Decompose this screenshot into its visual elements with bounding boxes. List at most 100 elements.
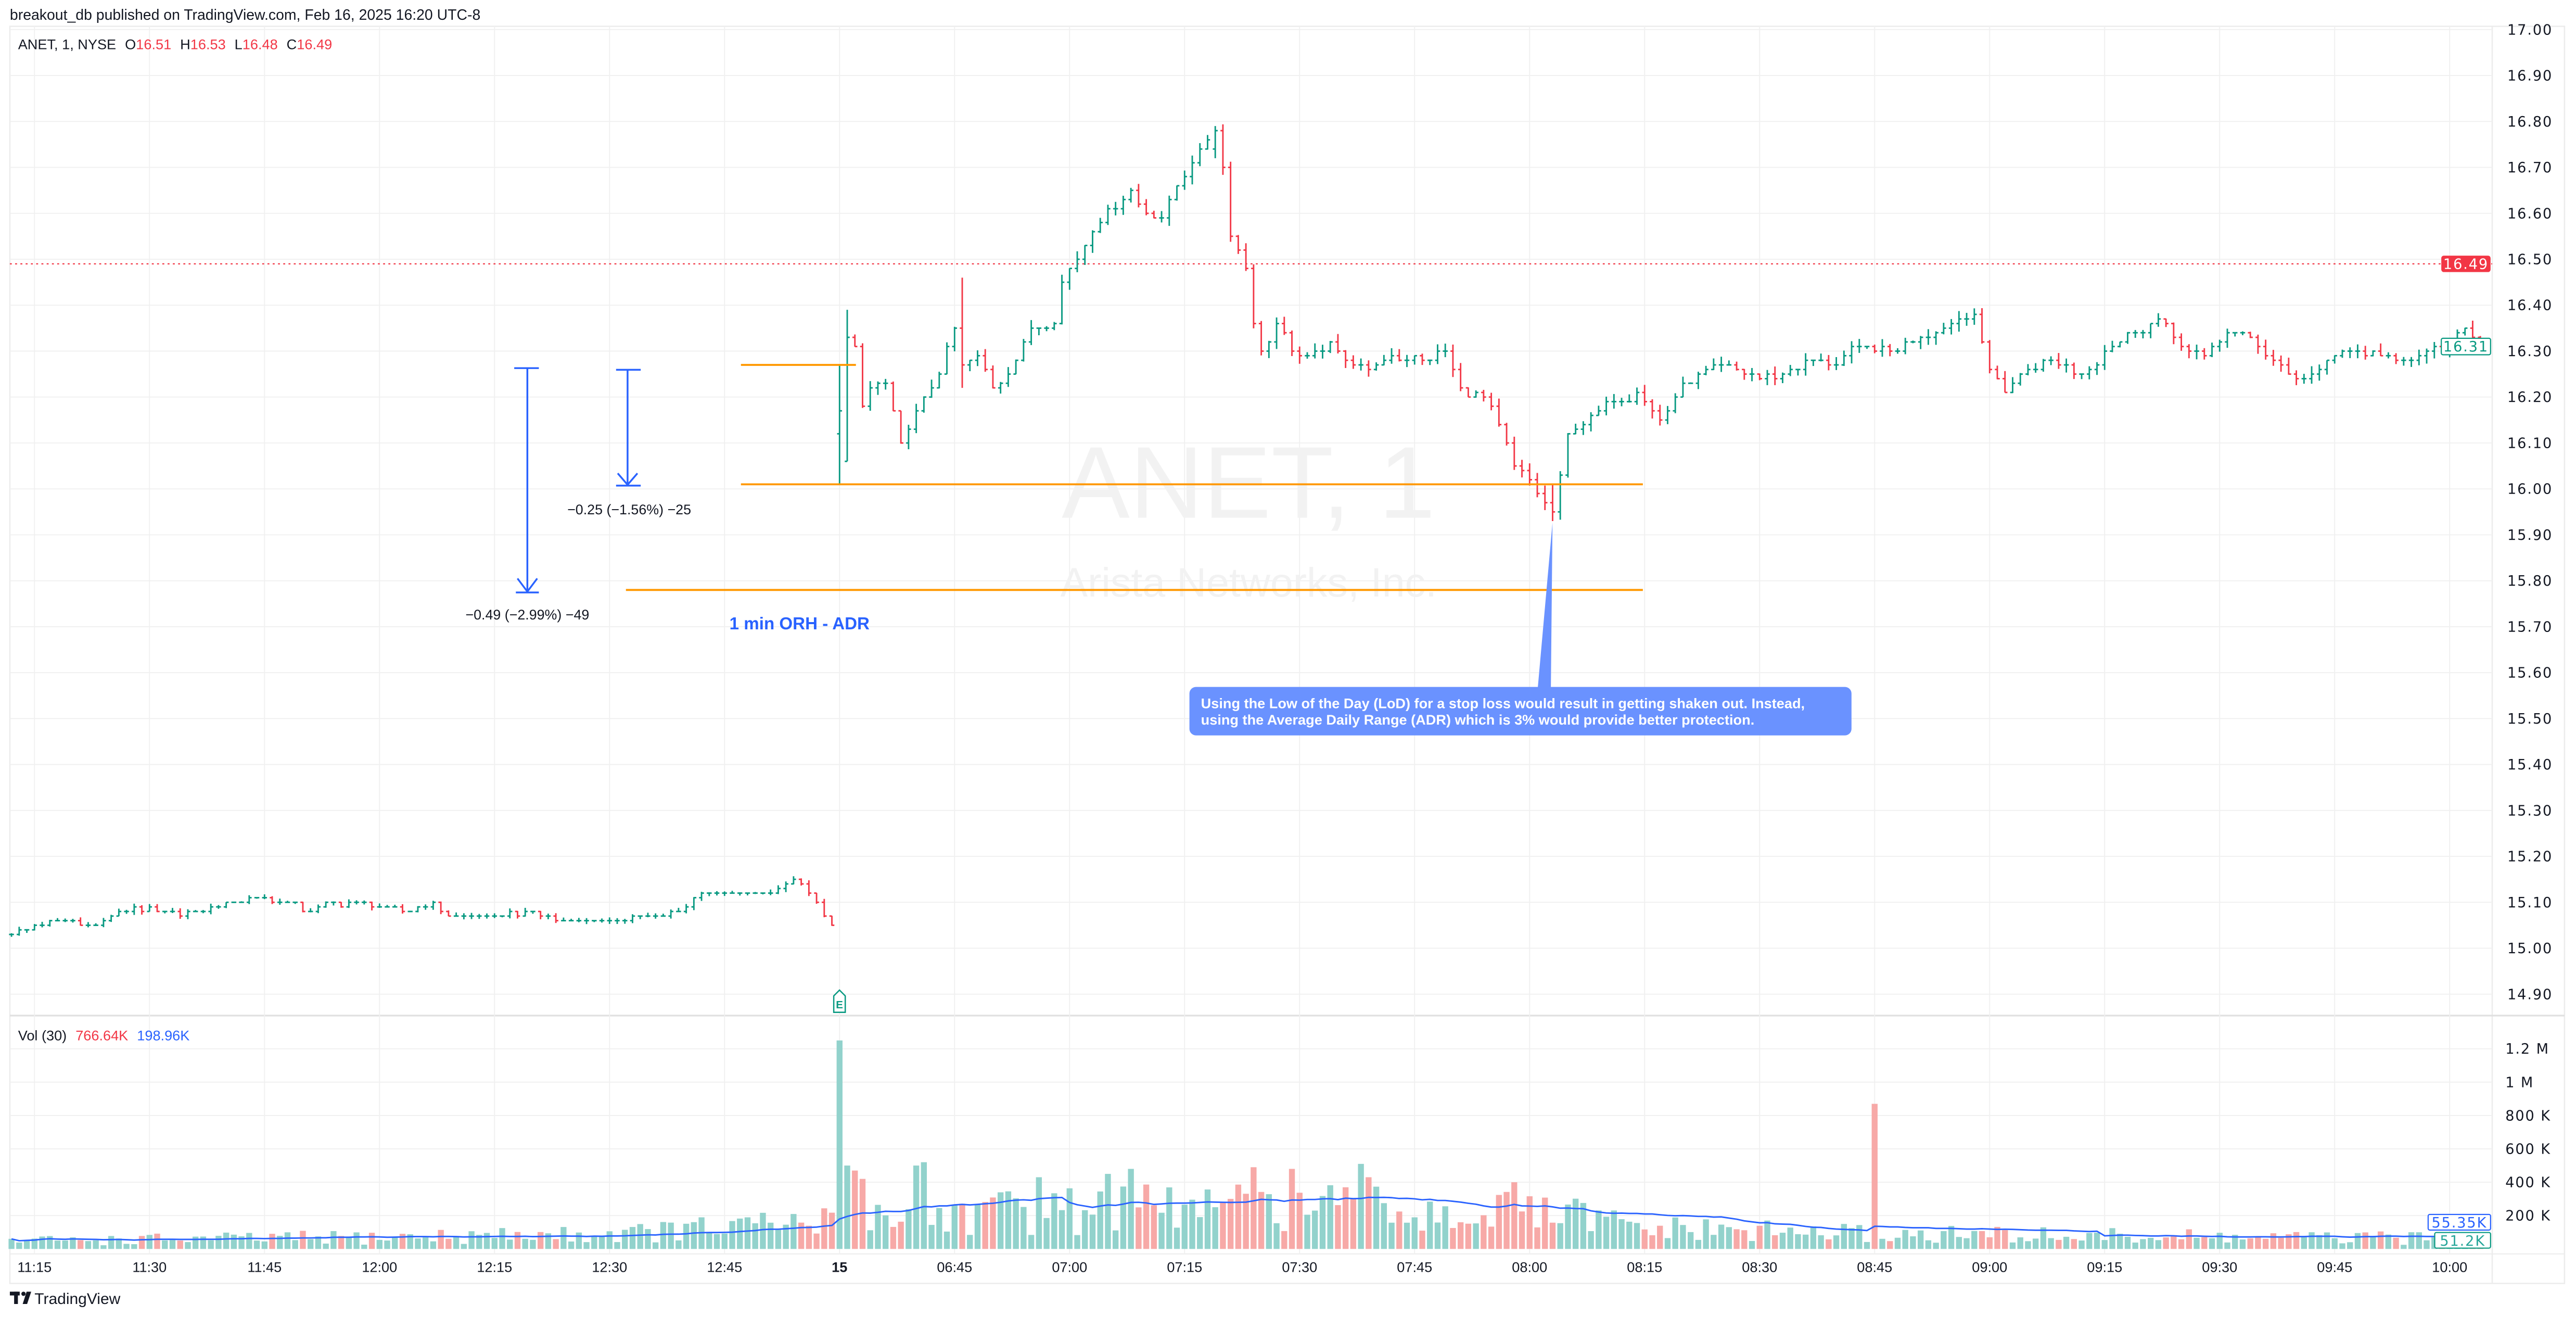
volume-bar xyxy=(1204,1189,1211,1249)
ohlc-bar xyxy=(270,896,275,904)
volume-bar xyxy=(2101,1240,2108,1249)
volume-bar xyxy=(146,1235,152,1249)
ohlc-bar xyxy=(193,910,198,913)
ohlc-bar xyxy=(722,891,728,896)
volume-bar xyxy=(706,1233,712,1249)
volume-bar xyxy=(982,1202,988,1249)
ohlc-bar xyxy=(1772,366,1778,385)
ohlc-bar xyxy=(1964,313,1969,326)
price-tick-label: 14.90 xyxy=(2507,986,2553,1003)
ohlc-bar xyxy=(415,906,420,913)
volume-bar xyxy=(438,1230,444,1249)
ohlc-bar xyxy=(177,908,183,919)
volume-bar xyxy=(1833,1235,1840,1249)
volume-bar xyxy=(1235,1184,1242,1249)
ohlc-bar xyxy=(1450,344,1456,377)
volume-bar xyxy=(1534,1227,1540,1249)
volume-bar xyxy=(1089,1214,1096,1249)
volume-bar xyxy=(1273,1223,1280,1249)
ohlc-bar xyxy=(32,924,37,931)
ohlc-bar xyxy=(2317,364,2322,381)
ohlc-bar xyxy=(461,913,467,920)
volume-bar xyxy=(560,1227,567,1249)
legend-high-label: H xyxy=(180,36,190,53)
time-tick-label: 08:30 xyxy=(1742,1259,1777,1275)
ohlc-bar xyxy=(553,913,558,923)
ohlc-bar xyxy=(2148,323,2153,338)
legend-low: 16.48 xyxy=(243,36,278,53)
ohlc-bar xyxy=(814,892,819,904)
price-tick-label: 15.30 xyxy=(2507,803,2553,819)
volume-bar xyxy=(100,1245,107,1249)
ohlc-bar xyxy=(707,892,712,896)
ohlc-bar xyxy=(1151,210,1157,219)
callout[interactable]: Using the Low of the Day (LoD) for a sto… xyxy=(1189,522,1852,736)
volume-bar xyxy=(1626,1221,1633,1249)
volume-bar xyxy=(1657,1225,1663,1249)
price-axis[interactable]: 17.00 16.90 16.80 16.70 16.60 16.50 16.40 16.30… xyxy=(2507,22,2553,1003)
volume-bar xyxy=(392,1237,398,1249)
volume-bar xyxy=(1404,1222,1410,1249)
ohlc-bar xyxy=(239,901,244,903)
ohlc-bar xyxy=(1443,344,1448,358)
volume-bar xyxy=(2109,1228,2115,1249)
ohlc-bar xyxy=(1067,268,1073,290)
volume-bar xyxy=(1802,1234,1809,1249)
symbol-legend[interactable]: ANET, 1, NYSE O16.51 H16.53 L16.48 C16.4… xyxy=(18,36,332,53)
ohlc-bar xyxy=(1381,354,1387,366)
ohlc-bar xyxy=(1228,161,1233,242)
ohlc-bar xyxy=(1818,353,1823,362)
ohlc-bar xyxy=(208,904,213,915)
volume-bar xyxy=(491,1238,498,1249)
ohlc-bar xyxy=(883,378,888,390)
volume-bar xyxy=(123,1244,130,1249)
tradingview-logo[interactable]: TradingView xyxy=(9,1290,121,1308)
price-tick-label: 15.00 xyxy=(2507,941,2553,957)
ohlc-bar xyxy=(783,881,788,892)
volume-bar xyxy=(238,1236,245,1249)
price-tick-label: 15.20 xyxy=(2507,849,2553,865)
ohlc-bar xyxy=(1803,353,1808,376)
volume-bar xyxy=(1596,1210,1602,1249)
volume-bar xyxy=(1572,1198,1579,1249)
time-tick-label: 06:45 xyxy=(937,1259,972,1275)
volume-bar xyxy=(1526,1196,1533,1249)
volume-bar xyxy=(85,1241,92,1249)
ohlc-bar xyxy=(1887,344,1893,357)
ohlc-bar xyxy=(423,904,428,910)
measure-short[interactable] xyxy=(616,369,641,487)
volume-bar xyxy=(346,1237,352,1249)
ohlc-bar xyxy=(1542,485,1548,510)
volume-bar xyxy=(1841,1224,1847,1249)
volume-bar xyxy=(47,1236,53,1249)
volume-bar xyxy=(2232,1235,2238,1249)
volume-bar xyxy=(2255,1236,2261,1249)
volume-bar xyxy=(1933,1243,1939,1249)
volume-current-badge: 51.2K xyxy=(2434,1232,2491,1249)
time-axis[interactable]: 11:15 11:30 11:45 12:00 12:15 12:30 12:45 15 06:… xyxy=(17,1259,2467,1275)
ohlc-bar xyxy=(1810,359,1816,366)
price-tick-label: 16.10 xyxy=(2507,435,2553,451)
ohlc-bar xyxy=(1435,344,1440,364)
volume-axis[interactable]: 1.2 M 1 M 800 K 600 K 400 K 200 K xyxy=(2505,1041,2551,1224)
volume-legend-value: 766.64K xyxy=(75,1027,128,1043)
volume-bar xyxy=(1296,1193,1303,1249)
ohlc-bar xyxy=(2125,332,2131,344)
ohlc-bar xyxy=(170,908,175,913)
ohlc-bar xyxy=(530,910,535,914)
volume-bar xyxy=(614,1242,620,1249)
ohlc-bar xyxy=(185,909,190,919)
ohlc-bar xyxy=(1488,392,1494,411)
volume-bar xyxy=(1105,1174,1111,1249)
volume-bar xyxy=(368,1233,375,1249)
volume-bar xyxy=(2171,1235,2177,1249)
volume-bar xyxy=(1059,1210,1065,1249)
measure-long[interactable] xyxy=(514,367,539,593)
earnings-marker[interactable]: E xyxy=(833,989,846,1013)
last-price-badge-bg xyxy=(2441,256,2491,272)
volume-legend[interactable]: Vol (30) 766.64K 198.96K xyxy=(18,1027,190,1043)
volume-bar xyxy=(16,1242,22,1249)
ohlc-bar xyxy=(637,915,643,919)
